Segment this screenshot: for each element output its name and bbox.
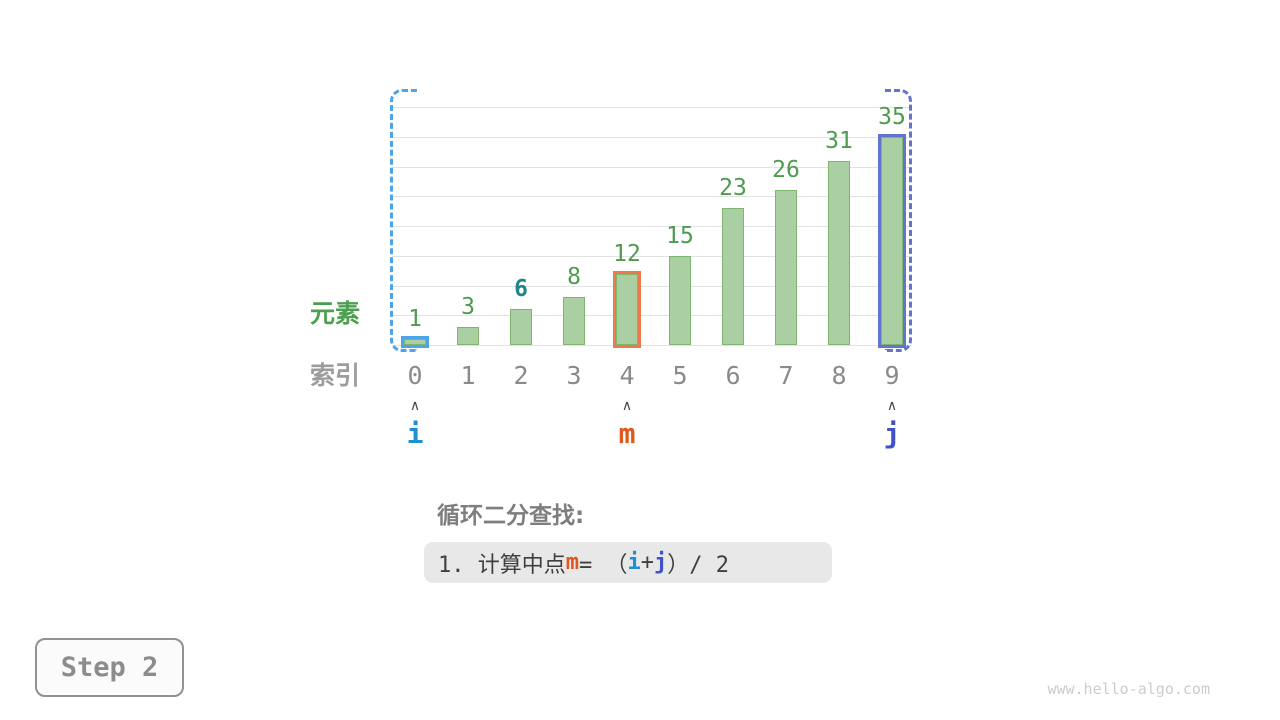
pointer-label-j: j xyxy=(883,417,901,450)
bar-value-label-5: 15 xyxy=(666,223,694,249)
step-formula-box: 1. 计算中点 m = （i + j ）/ 2 xyxy=(424,542,832,583)
bar-index-3 xyxy=(563,297,585,345)
code-segment-plain: + xyxy=(640,550,654,575)
bar-value-label-0: 1 xyxy=(408,306,422,332)
pointer-caret-i: ∧ xyxy=(409,398,421,414)
index-label-7: 7 xyxy=(778,361,794,390)
gridline xyxy=(392,196,912,198)
bar-value-label-3: 8 xyxy=(567,264,581,290)
pointer-label-i: i xyxy=(406,417,424,450)
bar-value-label-2: 6 xyxy=(514,276,528,302)
bar-value-label-6: 23 xyxy=(719,175,747,201)
index-label-4: 4 xyxy=(619,361,635,390)
index-label-5: 5 xyxy=(672,361,688,390)
pointer-caret-m: ∧ xyxy=(621,398,633,414)
index-label-3: 3 xyxy=(566,361,582,390)
index-label-8: 8 xyxy=(831,361,847,390)
caption-heading: 循环二分查找: xyxy=(437,503,585,529)
gridline xyxy=(392,107,912,108)
bar-index-1 xyxy=(457,327,479,345)
y-axis-title: 元素 xyxy=(309,299,360,328)
gridline xyxy=(392,255,912,257)
step-badge: Step 2 xyxy=(35,638,184,697)
index-label-2: 2 xyxy=(513,361,529,390)
code-segment-plain: ）/ 2 xyxy=(667,552,729,578)
gridline xyxy=(392,136,912,138)
search-range-bracket-left xyxy=(390,89,417,352)
gridline xyxy=(392,226,912,227)
gridline xyxy=(392,315,912,317)
index-label-9: 9 xyxy=(884,361,900,390)
code-segment-i: i xyxy=(627,550,641,575)
bar-index-9 xyxy=(878,134,906,348)
bar-value-label-7: 26 xyxy=(772,157,800,183)
index-label-6: 6 xyxy=(725,361,741,390)
bar-value-label-8: 31 xyxy=(825,128,853,154)
bar-index-7 xyxy=(775,190,797,345)
search-range-bracket-right xyxy=(885,89,912,352)
code-segment-plain: = （ xyxy=(579,552,628,578)
watermark-url: www.hello-algo.com xyxy=(1047,680,1210,698)
bar-value-label-4: 12 xyxy=(613,241,641,267)
code-segment-plain: 1. 计算中点 xyxy=(438,552,566,578)
bar-index-4 xyxy=(613,271,641,348)
pointer-label-m: m xyxy=(618,417,636,450)
gridline xyxy=(392,166,912,168)
bar-index-6 xyxy=(722,208,744,345)
gridline xyxy=(392,285,912,287)
x-axis-title: 索引 xyxy=(309,361,360,390)
bar-index-2 xyxy=(510,309,532,345)
bar-value-label-9: 35 xyxy=(878,104,906,130)
bar-index-0 xyxy=(401,336,429,348)
bar-index-8 xyxy=(828,161,850,345)
index-label-0: 0 xyxy=(407,361,423,390)
code-segment-m: m xyxy=(565,550,579,575)
pointer-caret-j: ∧ xyxy=(886,398,898,414)
bar-value-label-1: 3 xyxy=(461,294,475,320)
index-label-1: 1 xyxy=(460,361,476,390)
code-segment-j: j xyxy=(654,550,668,575)
gridline xyxy=(392,345,912,346)
bar-index-5 xyxy=(669,256,691,345)
